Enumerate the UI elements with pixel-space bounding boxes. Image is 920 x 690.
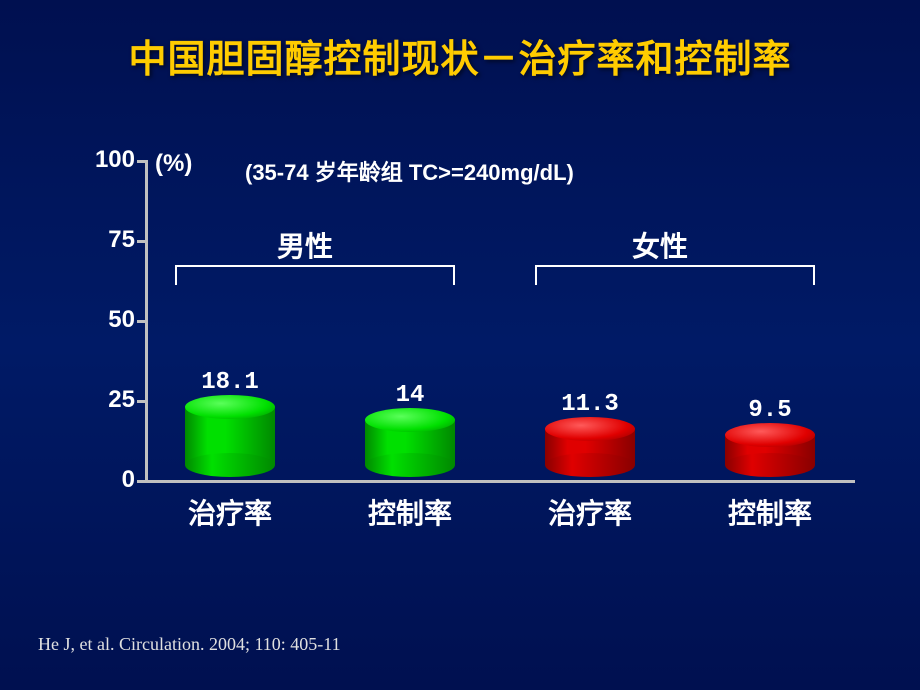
y-tickmark <box>137 400 145 403</box>
x-label: 控制率 <box>350 492 470 532</box>
x-label: 治疗率 <box>530 492 650 532</box>
y-tick-50: 50 <box>85 306 135 334</box>
bar-cylinder: 18.1 <box>185 407 275 465</box>
y-tick-75: 75 <box>85 226 135 254</box>
bar-value-label: 11.3 <box>545 391 635 418</box>
chart-area: (%) (35-74 岁年龄组 TC>=240mg/dL) 100 75 50 … <box>95 160 855 520</box>
bar-cylinder: 11.3 <box>545 429 635 465</box>
x-label: 治疗率 <box>170 492 290 532</box>
bar-value-label: 9.5 <box>725 397 815 424</box>
citation-text: He J, et al. Circulation. 2004; 110: 405… <box>38 634 341 655</box>
bar-cylinder: 9.5 <box>725 435 815 465</box>
bar-value-label: 18.1 <box>185 369 275 396</box>
y-tickmark <box>137 240 145 243</box>
y-tick-100: 100 <box>85 146 135 174</box>
y-tick-25: 25 <box>85 386 135 414</box>
bar-cylinder: 14 <box>365 420 455 465</box>
x-label: 控制率 <box>710 492 830 532</box>
slide-title: 中国胆固醇控制现状－治疗率和控制率 <box>0 0 920 83</box>
bar-value-label: 14 <box>365 382 455 409</box>
y-tickmark <box>137 160 145 163</box>
y-tick-0: 0 <box>85 466 135 494</box>
y-tickmark <box>137 480 145 483</box>
plot-area: 18.1 14 11.3 9.5 <box>145 160 855 480</box>
y-tickmark <box>137 320 145 323</box>
x-axis-line <box>145 480 855 483</box>
